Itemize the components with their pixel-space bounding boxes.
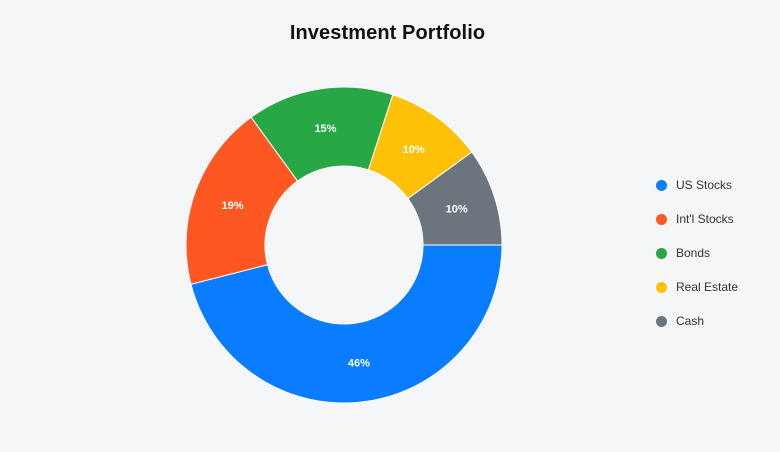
legend-label-bonds: Bonds bbox=[676, 246, 711, 260]
data-label-real-estate: 10% bbox=[403, 144, 425, 156]
data-label-cash: 10% bbox=[446, 203, 468, 215]
legend-item-real-estate[interactable]: Real Estate bbox=[656, 270, 776, 304]
slice-us-stocks[interactable] bbox=[190, 244, 503, 404]
data-label-bonds: 15% bbox=[314, 123, 336, 135]
legend-item-cash[interactable]: Cash bbox=[656, 304, 776, 338]
slice-cash[interactable] bbox=[407, 151, 503, 246]
legend-swatch-real-estate bbox=[656, 281, 667, 293]
legend-label-us-stocks: US Stocks bbox=[676, 178, 733, 192]
slice-int-l-stocks[interactable] bbox=[185, 116, 299, 285]
legend-item-bonds[interactable]: Bonds bbox=[656, 236, 776, 270]
legend-swatch-us-stocks bbox=[656, 179, 667, 191]
chart-legend: US Stocks Int'l Stocks Bonds Real Estate Cas… bbox=[656, 168, 776, 338]
data-label-int-l-stocks: 19% bbox=[221, 200, 243, 212]
legend-label-real-estate: Real Estate bbox=[676, 280, 739, 294]
chart-title: Investment Portfolio bbox=[289, 22, 486, 44]
legend-swatch-bonds bbox=[656, 247, 667, 259]
legend-swatch-int-l-stocks bbox=[656, 213, 667, 225]
legend-swatch-cash bbox=[656, 315, 667, 327]
legend-label-int-l-stocks: Int'l Stocks bbox=[676, 212, 734, 226]
legend-item-int-l-stocks[interactable]: Int'l Stocks bbox=[656, 202, 776, 236]
data-label-us-stocks: 46% bbox=[348, 358, 370, 370]
legend-label-cash: Cash bbox=[676, 314, 705, 328]
legend-item-us-stocks[interactable]: US Stocks bbox=[656, 168, 776, 202]
